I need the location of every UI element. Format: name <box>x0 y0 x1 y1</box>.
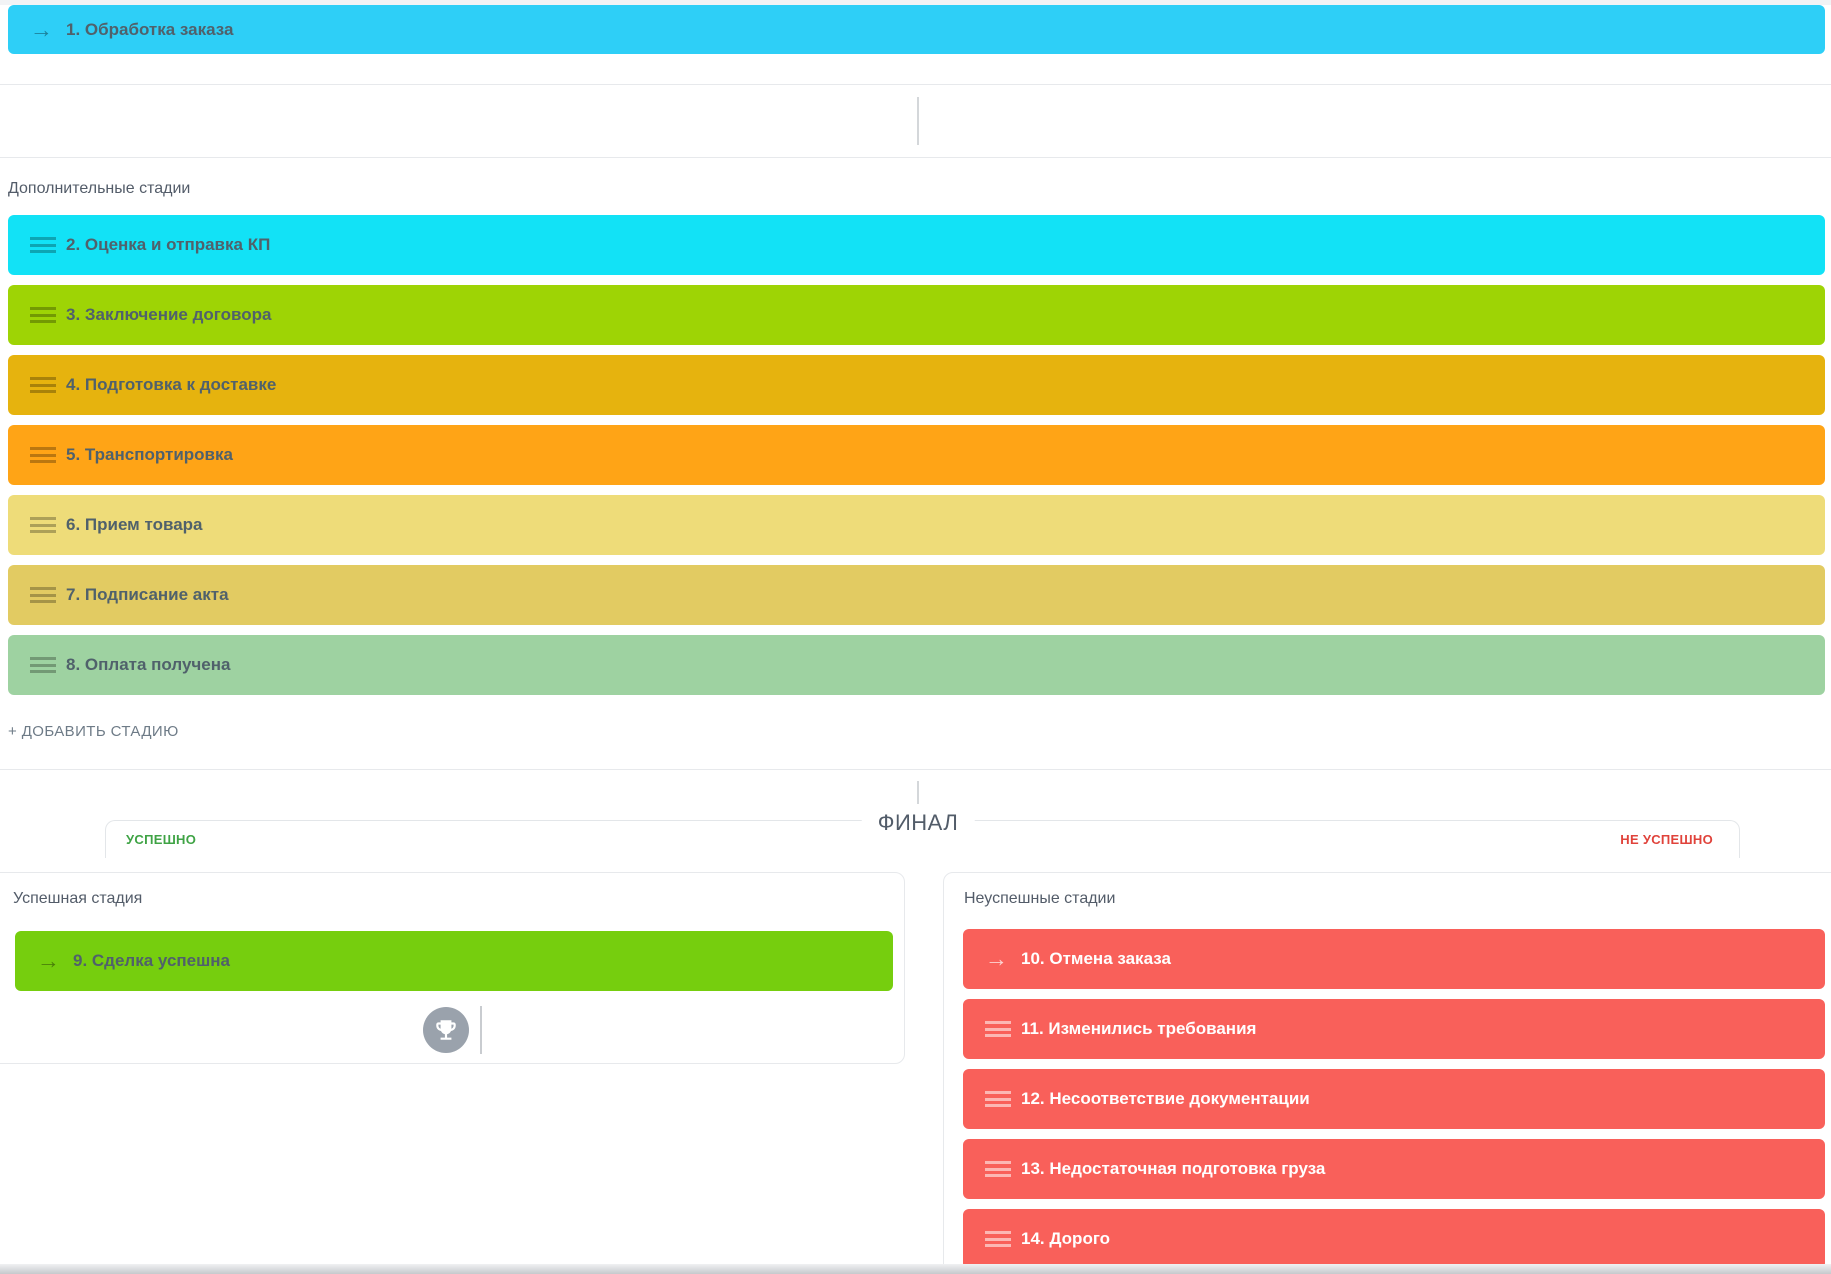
trophy-icon <box>423 1007 469 1053</box>
stage-bar-9[interactable]: 9. Сделка успешна <box>15 931 893 991</box>
drag-handle-icon[interactable] <box>30 587 56 603</box>
final-title: ФИНАЛ <box>861 810 975 836</box>
stage-bar-6[interactable]: 6. Прием товара <box>8 495 1825 555</box>
stage-label: 3. Заключение договора <box>66 305 272 324</box>
drag-handle-icon[interactable] <box>30 307 56 323</box>
stage-label: 1. Обработка заказа <box>66 19 234 39</box>
stage-label: 4. Подготовка к доставке <box>66 375 277 394</box>
stage-label: 10. Отмена заказа <box>1021 949 1171 968</box>
section-divider <box>0 769 1831 770</box>
tab-successful[interactable]: УСПЕШНО <box>126 832 197 847</box>
stage-bar-4[interactable]: 4. Подготовка к доставке <box>8 355 1825 415</box>
stage-label: 14. Дорого <box>1021 1229 1111 1248</box>
arrow-icon <box>30 18 53 41</box>
stage-bar-1[interactable]: 1. Обработка заказа <box>8 5 1825 54</box>
arrow-icon <box>37 950 60 973</box>
stage-bar-13[interactable]: 13. Недостаточная подготовка груза <box>963 1139 1825 1199</box>
text-cursor <box>480 1006 482 1054</box>
stage-label: 6. Прием товара <box>66 515 203 534</box>
stage-bar-7[interactable]: 7. Подписание акта <box>8 565 1825 625</box>
stage-label: 7. Подписание акта <box>66 585 229 604</box>
stage-label: 12. Несоответствие документации <box>1021 1089 1310 1108</box>
drag-handle-icon[interactable] <box>985 1021 1011 1037</box>
stage-label: 11. Изменились требования <box>1021 1019 1257 1038</box>
stage-bar-2[interactable]: 2. Оценка и отправка КП <box>8 215 1825 275</box>
stage-label: 5. Транспортировка <box>66 445 233 464</box>
stage-label: 2. Оценка и отправка КП <box>66 235 271 254</box>
drag-handle-icon[interactable] <box>30 517 56 533</box>
connector-tick <box>917 97 919 145</box>
drag-handle-icon[interactable] <box>30 237 56 253</box>
stage-bar-12[interactable]: 12. Несоответствие документации <box>963 1069 1825 1129</box>
top-edge-strip <box>0 0 1831 5</box>
stage-label: 8. Оплата получена <box>66 655 231 674</box>
failed-stages-card: Неуспешные стадии 10. Отмена заказа 11. … <box>943 872 1831 1274</box>
drag-handle-icon[interactable] <box>30 657 56 673</box>
stage-bar-11[interactable]: 11. Изменились требования <box>963 999 1825 1059</box>
tab-unsuccessful[interactable]: НЕ УСПЕШНО <box>1620 832 1713 847</box>
stage-label: 9. Сделка успешна <box>73 951 231 970</box>
stage-bar-10[interactable]: 10. Отмена заказа <box>963 929 1825 989</box>
stage-bar-8[interactable]: 8. Оплата получена <box>8 635 1825 695</box>
drag-handle-icon[interactable] <box>30 377 56 393</box>
bottom-edge-strip <box>0 1264 1831 1274</box>
additional-stages-title: Дополнительные стадии <box>8 180 191 197</box>
stage-bar-3[interactable]: 3. Заключение договора <box>8 285 1825 345</box>
stage-label: 13. Недостаточная подготовка груза <box>1021 1159 1326 1178</box>
drag-handle-icon[interactable] <box>985 1091 1011 1107</box>
fail-card-title: Неуспешные стадии <box>964 890 1116 907</box>
final-connector-tick <box>917 781 919 804</box>
stage-bar-14[interactable]: 14. Дорого <box>963 1209 1825 1269</box>
add-stage-button[interactable]: + ДОБАВИТЬ СТАДИЮ <box>8 723 179 740</box>
success-stage-card: Успешная стадия 9. Сделка успешна <box>0 872 905 1064</box>
drag-handle-icon[interactable] <box>985 1231 1011 1247</box>
connector-row <box>0 84 1831 158</box>
arrow-icon <box>985 948 1008 971</box>
stage-bar-5[interactable]: 5. Транспортировка <box>8 425 1825 485</box>
drag-handle-icon[interactable] <box>30 447 56 463</box>
drag-handle-icon[interactable] <box>985 1161 1011 1177</box>
success-card-title: Успешная стадия <box>13 890 143 907</box>
